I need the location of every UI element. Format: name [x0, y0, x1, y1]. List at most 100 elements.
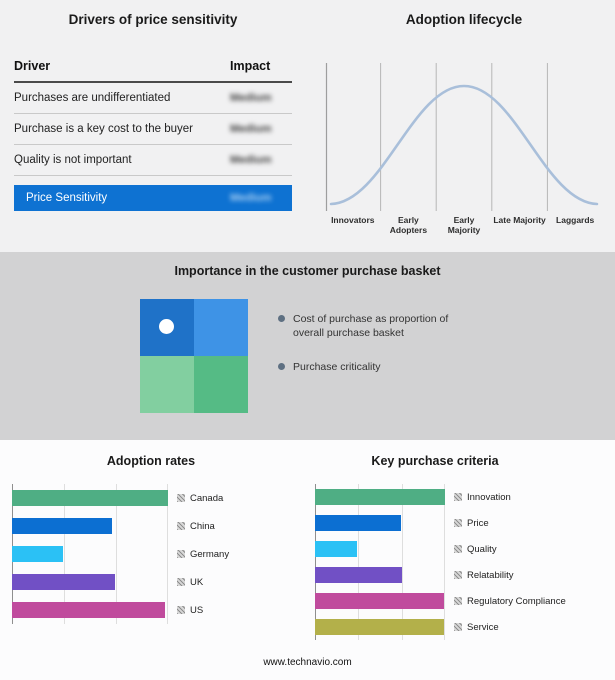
bar-label-text: Price — [467, 517, 489, 529]
legend-swatch-icon — [177, 578, 185, 586]
driver-cell: Price Sensitivity — [26, 192, 108, 204]
bar-row: Regulatory Compliance — [315, 588, 605, 614]
key-purchase-criteria-chart: Innovation Price Quality Relatability Re… — [315, 484, 605, 640]
bar-service — [315, 619, 444, 635]
drivers-table-header: Driver Impact — [14, 55, 292, 83]
legend-swatch-icon — [177, 550, 185, 558]
adoption-rates-chart: Canada China Germany UK US — [12, 484, 290, 624]
legend-swatch-icon — [177, 494, 185, 502]
bullet-text: Purchase criticality — [293, 361, 381, 374]
bar-row: China — [12, 512, 290, 540]
bar-row: Relatability — [315, 562, 605, 588]
legend-swatch-icon — [454, 545, 462, 553]
gridline — [63, 484, 65, 624]
plot-area — [315, 484, 445, 640]
bar-label-text: UK — [190, 576, 204, 588]
driver-cell: Quality is not important — [14, 154, 132, 166]
driver-cell: Purchases are undifferentiated — [14, 92, 171, 104]
bar-regulatory-compliance — [315, 593, 444, 609]
position-dot — [159, 319, 174, 334]
bar-row: UK — [12, 568, 290, 596]
drivers-title: Drivers of price sensitivity — [68, 12, 238, 27]
stage-label: Late Majority — [493, 215, 546, 225]
y-axis-line — [315, 484, 316, 640]
bar-quality — [315, 541, 357, 557]
bar-label-text: Regulatory Compliance — [467, 595, 566, 607]
drivers-table: Driver Impact Purchases are undifferenti… — [14, 55, 292, 211]
bar-china — [12, 518, 112, 534]
bullet-item: Cost of purchase as proportion of overal… — [278, 312, 473, 340]
gridline — [401, 484, 403, 640]
gridline — [444, 484, 445, 640]
legend-swatch-icon — [177, 522, 185, 530]
bar-relatability — [315, 567, 403, 583]
key-purchase-criteria-title: Key purchase criteria — [371, 454, 499, 468]
driver-cell: Purchase is a key cost to the buyer — [14, 123, 193, 135]
legend-swatch-icon — [454, 571, 462, 579]
purchase-basket-title: Importance in the customer purchase bask… — [174, 264, 441, 278]
stage-label: Early Majority — [447, 215, 481, 236]
legend-swatch-icon — [454, 623, 462, 631]
driver-column-header: Driver — [14, 59, 51, 73]
bar-label-text: Relatability — [467, 569, 514, 581]
impact-cell: Medium — [230, 92, 272, 104]
quadrant-bottom-right — [194, 356, 248, 413]
bar-germany — [12, 546, 64, 562]
table-row: Purchase is a key cost to the buyer Medi… — [14, 114, 292, 145]
bell-curve — [329, 84, 599, 206]
bar-label-text: China — [190, 520, 215, 532]
bar-canada — [12, 490, 168, 506]
table-row: Purchases are undifferentiated Medium — [14, 83, 292, 114]
lifecycle-title: Adoption lifecycle — [405, 12, 523, 27]
gridline — [358, 484, 360, 640]
drivers-panel: Drivers of price sensitivity Driver Impa… — [14, 12, 292, 211]
adoption-rates-title: Adoption rates — [106, 454, 196, 468]
purchase-basket-panel: Importance in the customer purchase bask… — [0, 252, 615, 440]
impact-cell: Medium — [230, 123, 272, 135]
impact-cell: Medium — [230, 154, 272, 166]
bar-row: Canada — [12, 484, 290, 512]
stage-labels: Innovators Early Adopters Early Majority… — [325, 215, 603, 235]
legend-swatch-icon — [454, 597, 462, 605]
legend-swatch-icon — [177, 606, 185, 614]
bar-label-text: Innovation — [467, 491, 511, 503]
bar-label-text: Service — [467, 621, 499, 633]
bar-innovation — [315, 489, 445, 505]
gridline — [116, 484, 117, 624]
footer: www.technavio.com — [0, 657, 615, 668]
key-purchase-criteria-panel: Key purchase criteria Innovation Price — [315, 454, 605, 640]
lifecycle-panel: Adoption lifecycle Innovators Early Adop… — [325, 12, 603, 235]
footer-url: www.technavio.com — [263, 657, 352, 668]
bullet-text: Cost of purchase as proportion of overal… — [293, 313, 449, 340]
purchase-basket-quadrant — [140, 299, 248, 413]
legend-swatch-icon — [454, 493, 462, 501]
impact-column-header: Impact — [230, 59, 271, 73]
bar-row: Innovation — [315, 484, 605, 510]
bar-label-text: Germany — [190, 548, 230, 560]
bar-us — [12, 602, 165, 618]
bar-row: Germany — [12, 540, 290, 568]
quadrant-top-right — [194, 299, 248, 356]
bullet-icon — [278, 363, 285, 371]
bar-row: US — [12, 596, 290, 624]
basket-bullet-list: Cost of purchase as proportion of overal… — [278, 312, 473, 395]
bar-label-text: US — [190, 604, 204, 616]
bar-price — [315, 515, 401, 531]
bar-uk — [12, 574, 115, 590]
bottom-charts-section: Adoption rates Canada China — [0, 440, 615, 680]
bar-row: Service — [315, 614, 605, 640]
bar-row: Price — [315, 510, 605, 536]
bar-label-text: Quality — [467, 543, 497, 555]
gridline — [167, 484, 168, 624]
bar-row: Quality — [315, 536, 605, 562]
stage-label: Innovators — [331, 215, 375, 225]
table-row: Quality is not important Medium — [14, 145, 292, 176]
bar-label-text: Canada — [190, 492, 224, 504]
stage-label: Laggards — [556, 215, 595, 225]
price-sensitivity-row: Price Sensitivity Medium — [14, 185, 292, 211]
adoption-rates-panel: Adoption rates Canada China — [12, 454, 290, 624]
bullet-item: Purchase criticality — [278, 360, 473, 374]
impact-cell: Medium — [230, 192, 272, 204]
lifecycle-curve-chart — [325, 63, 599, 211]
